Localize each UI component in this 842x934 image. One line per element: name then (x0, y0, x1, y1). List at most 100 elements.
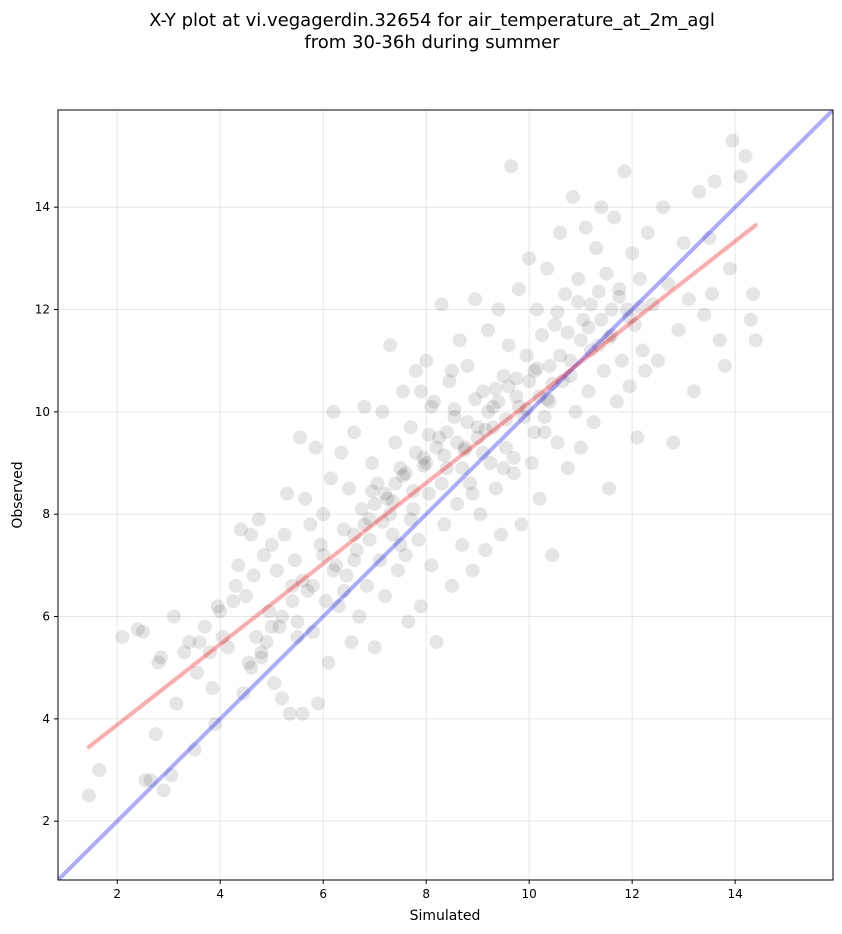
data-point (228, 578, 243, 593)
data-point (148, 727, 163, 742)
data-point (638, 363, 653, 378)
data-point (625, 246, 640, 261)
data-point (571, 294, 586, 309)
data-point (316, 507, 331, 522)
data-point (138, 773, 153, 788)
y-tick-label: 10 (35, 405, 50, 419)
data-point (468, 292, 483, 307)
data-point (537, 425, 552, 440)
data-point (377, 486, 392, 501)
data-point (398, 466, 413, 481)
x-tick-label: 10 (522, 887, 537, 901)
data-point (712, 333, 727, 348)
data-point (285, 594, 300, 609)
data-point (583, 297, 598, 312)
data-point (571, 271, 586, 286)
data-point (465, 563, 480, 578)
data-point (236, 686, 251, 701)
data-point (293, 430, 308, 445)
data-point (491, 302, 506, 317)
data-point (650, 353, 665, 368)
data-point (550, 305, 565, 320)
data-point (746, 287, 761, 302)
data-point (313, 537, 328, 552)
data-point (383, 507, 398, 522)
data-point (447, 402, 462, 417)
data-point (396, 468, 411, 483)
data-point (414, 384, 429, 399)
data-point (594, 200, 609, 215)
data-point (581, 320, 596, 335)
data-point (311, 696, 326, 711)
data-point (581, 384, 596, 399)
data-point (589, 241, 604, 256)
data-point (411, 532, 426, 547)
data-point (478, 543, 493, 557)
data-point (208, 716, 223, 731)
data-point (511, 399, 526, 414)
data-point (416, 458, 431, 473)
data-point (545, 376, 560, 391)
data-point (416, 450, 431, 465)
y-axis-label: Observed (10, 461, 26, 528)
data-point (692, 184, 707, 199)
data-point (537, 409, 552, 424)
data-point (480, 323, 495, 337)
data-point (205, 681, 220, 696)
data-point (403, 420, 418, 435)
data-point (522, 374, 537, 389)
data-point (277, 527, 292, 542)
data-point (604, 302, 619, 317)
data-point (455, 537, 470, 552)
data-point (550, 435, 565, 450)
data-point (344, 635, 359, 650)
data-point (622, 379, 637, 394)
data-point (166, 609, 181, 624)
data-point (540, 261, 555, 276)
data-point (305, 578, 320, 593)
data-point (555, 374, 570, 389)
data-point (326, 563, 341, 578)
data-point (480, 404, 495, 419)
data-point (532, 491, 547, 506)
data-point (496, 369, 511, 384)
data-point (486, 420, 501, 435)
reference-lines (58, 110, 833, 880)
data-point (241, 655, 256, 670)
data-point (527, 425, 542, 440)
data-point (354, 502, 369, 517)
data-point (380, 491, 395, 506)
data-point (568, 404, 583, 419)
data-point (632, 299, 647, 314)
data-point (347, 527, 362, 542)
data-point (573, 333, 588, 348)
x-tick-label: 4 (216, 887, 224, 901)
data-point (290, 614, 305, 629)
data-point (509, 371, 524, 386)
data-point (190, 665, 205, 680)
data-point (375, 514, 390, 529)
data-point (743, 312, 758, 327)
data-point (251, 512, 266, 527)
data-point (92, 763, 107, 777)
data-point (738, 149, 753, 164)
data-point (475, 445, 490, 460)
data-point (233, 522, 248, 537)
data-point (254, 650, 269, 665)
data-point (401, 614, 416, 629)
data-point (478, 422, 493, 437)
data-point (375, 404, 390, 419)
x-tick-label: 6 (319, 887, 327, 901)
data-point (406, 484, 421, 499)
data-point (182, 635, 197, 650)
data-point (282, 706, 297, 721)
data-point (349, 543, 364, 557)
data-point (434, 476, 449, 491)
data-point (455, 461, 470, 476)
data-point (406, 502, 421, 517)
data-point (439, 425, 454, 440)
data-point (316, 548, 331, 563)
data-point (357, 517, 372, 532)
data-point (365, 456, 380, 471)
data-point (519, 402, 534, 417)
